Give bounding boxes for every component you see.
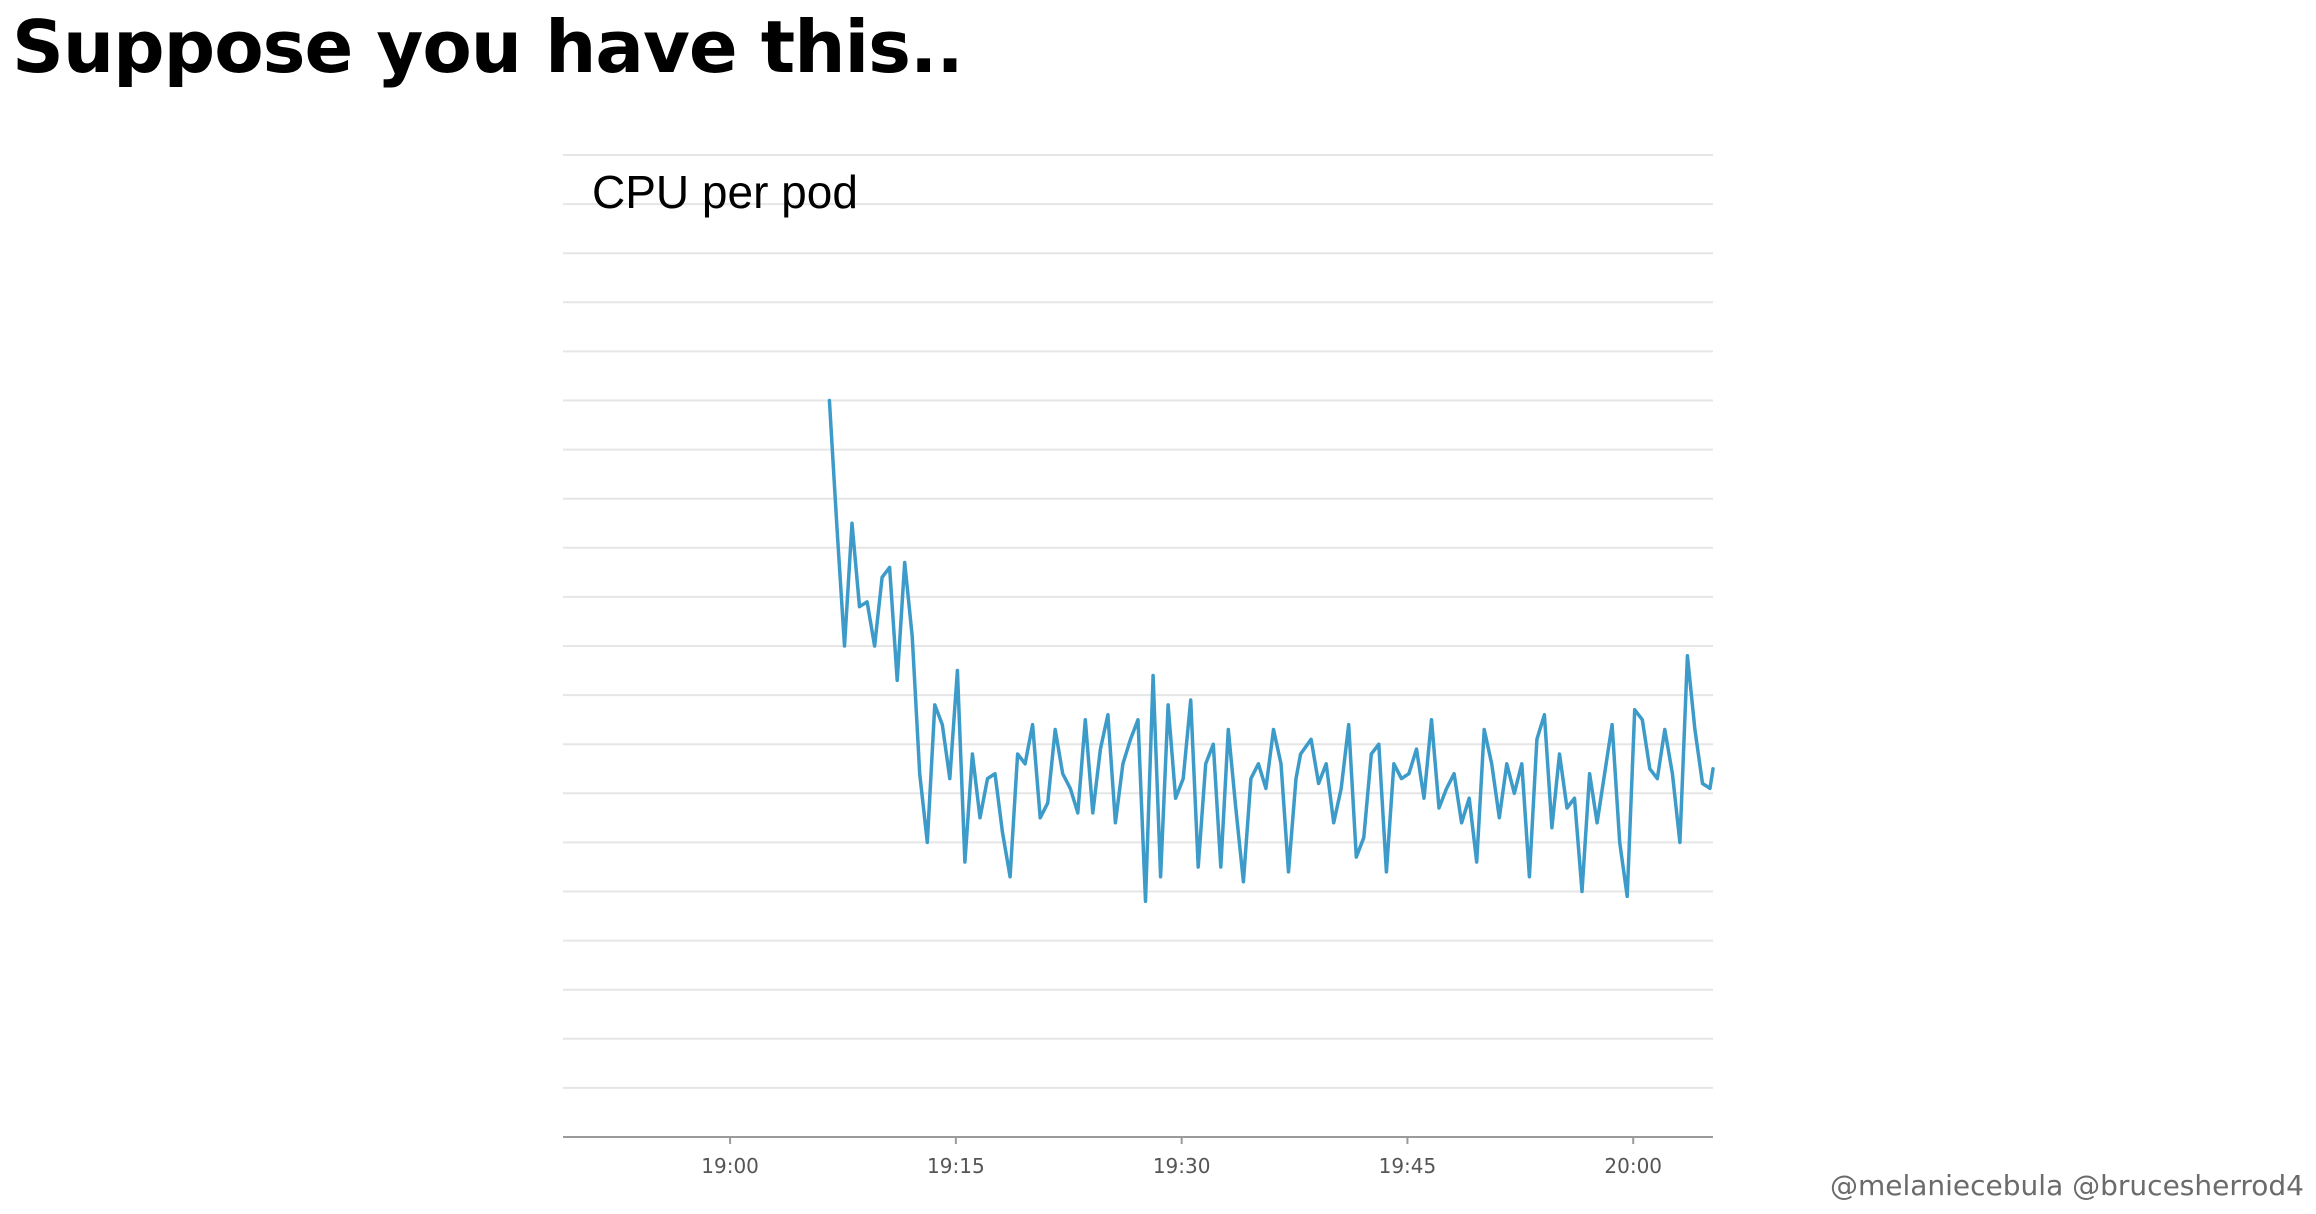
author-credit: @melaniecebula @brucesherrod4 (1829, 1169, 2304, 1202)
series-group (827, 398, 1715, 904)
x-tick-label: 19:45 (1379, 1154, 1437, 1178)
cpu-series-line (827, 398, 1715, 904)
chart-title: CPU per pod (592, 166, 858, 218)
grid-lines (563, 154, 1713, 1089)
x-tick-label: 19:30 (1153, 1154, 1211, 1178)
slide-title: Suppose you have this.. (12, 5, 964, 89)
x-axis: 19:00 19:15 19:30 19:45 20:00 (563, 1136, 1713, 1178)
x-tick-label: 20:00 (1604, 1154, 1662, 1178)
x-tick-label: 19:15 (927, 1154, 985, 1178)
x-tick-label: 19:00 (701, 1154, 759, 1178)
